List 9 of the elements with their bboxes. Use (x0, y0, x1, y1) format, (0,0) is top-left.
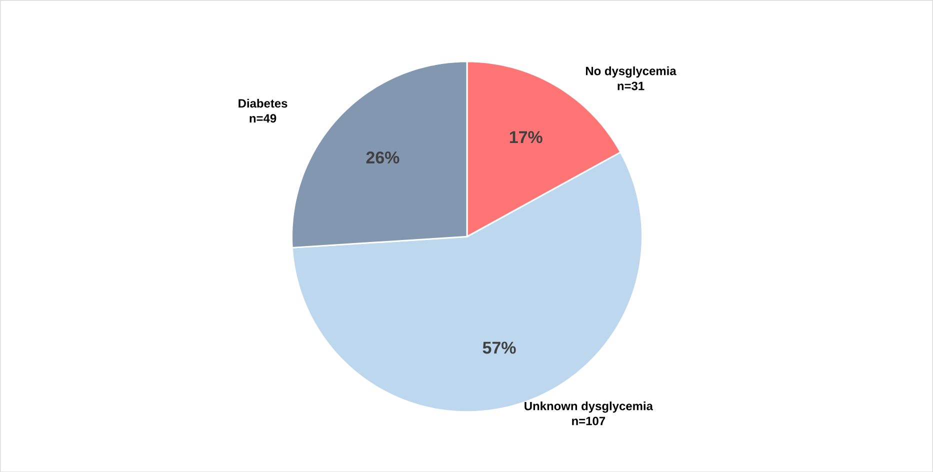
text: n=49 (250, 114, 276, 122)
slice-label: Unknown dysglycemia (524, 401, 654, 413)
slice-label: No dysglycemia (586, 66, 676, 78)
slice-label: Diabetes (238, 98, 288, 108)
text: n=107 (572, 416, 606, 426)
text: n=31 (618, 82, 644, 90)
data-label: 26% (366, 151, 400, 164)
data-label: 17% (510, 130, 542, 143)
data-label: 57% (482, 342, 516, 354)
